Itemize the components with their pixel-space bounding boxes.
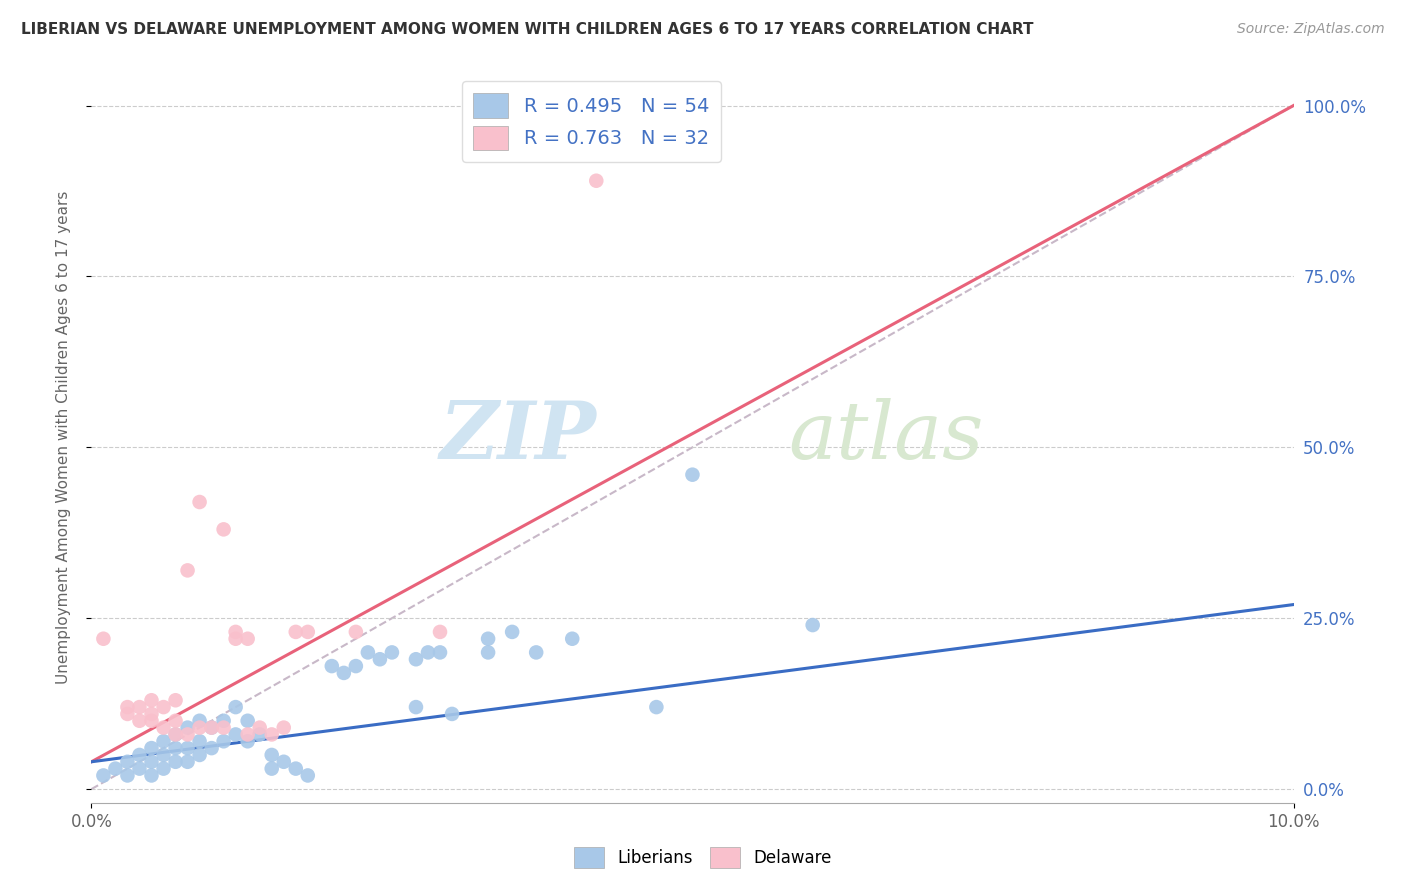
Point xyxy=(128,747,150,762)
Point xyxy=(128,762,150,776)
Point xyxy=(176,563,198,577)
Point xyxy=(141,755,163,769)
Point xyxy=(273,755,295,769)
Point xyxy=(188,734,211,748)
Point xyxy=(344,624,367,639)
Point xyxy=(297,768,319,782)
Point xyxy=(188,747,211,762)
Point xyxy=(212,734,235,748)
Point xyxy=(429,624,451,639)
Point xyxy=(225,727,247,741)
Point xyxy=(212,522,235,536)
Point xyxy=(176,727,198,741)
Point xyxy=(524,645,547,659)
Point xyxy=(225,700,247,714)
Point xyxy=(585,174,607,188)
Point xyxy=(141,714,163,728)
Point xyxy=(440,706,463,721)
Point xyxy=(212,721,235,735)
Point xyxy=(344,659,367,673)
Point xyxy=(117,768,139,782)
Point xyxy=(477,645,499,659)
Point xyxy=(236,727,259,741)
Point xyxy=(152,721,174,735)
Point xyxy=(249,727,271,741)
Point xyxy=(225,624,247,639)
Point xyxy=(236,714,259,728)
Point xyxy=(357,645,380,659)
Point xyxy=(117,700,139,714)
Point xyxy=(561,632,583,646)
Text: LIBERIAN VS DELAWARE UNEMPLOYMENT AMONG WOMEN WITH CHILDREN AGES 6 TO 17 YEARS C: LIBERIAN VS DELAWARE UNEMPLOYMENT AMONG … xyxy=(21,22,1033,37)
Point xyxy=(405,700,427,714)
Point xyxy=(165,755,187,769)
Point xyxy=(152,700,174,714)
Point xyxy=(429,645,451,659)
Point xyxy=(284,624,307,639)
Point xyxy=(128,714,150,728)
Point xyxy=(176,755,198,769)
Point xyxy=(681,467,703,482)
Point xyxy=(260,727,283,741)
Point xyxy=(117,755,139,769)
Text: Source: ZipAtlas.com: Source: ZipAtlas.com xyxy=(1237,22,1385,37)
Point xyxy=(201,721,224,735)
Y-axis label: Unemployment Among Women with Children Ages 6 to 17 years: Unemployment Among Women with Children A… xyxy=(56,190,70,684)
Point xyxy=(381,645,404,659)
Point xyxy=(260,747,283,762)
Point xyxy=(201,741,224,756)
Point xyxy=(117,706,139,721)
Point xyxy=(152,734,174,748)
Point xyxy=(236,734,259,748)
Point xyxy=(225,632,247,646)
Point xyxy=(128,700,150,714)
Point xyxy=(333,665,356,680)
Point xyxy=(249,721,271,735)
Point xyxy=(188,495,211,509)
Point xyxy=(165,727,187,741)
Point xyxy=(141,693,163,707)
Point xyxy=(165,693,187,707)
Point xyxy=(201,721,224,735)
Point xyxy=(321,659,343,673)
Point xyxy=(416,645,439,659)
Point xyxy=(104,762,127,776)
Point xyxy=(645,700,668,714)
Point xyxy=(236,632,259,646)
Point xyxy=(165,714,187,728)
Point xyxy=(284,762,307,776)
Point xyxy=(368,652,391,666)
Point xyxy=(176,741,198,756)
Legend: R = 0.495   N = 54, R = 0.763   N = 32: R = 0.495 N = 54, R = 0.763 N = 32 xyxy=(461,81,721,162)
Point xyxy=(405,652,427,666)
Text: atlas: atlas xyxy=(789,399,984,475)
Point xyxy=(165,727,187,741)
Point xyxy=(93,632,115,646)
Point xyxy=(260,762,283,776)
Point xyxy=(165,741,187,756)
Point xyxy=(141,706,163,721)
Point xyxy=(273,721,295,735)
Point xyxy=(93,768,115,782)
Point xyxy=(212,714,235,728)
Point xyxy=(141,768,163,782)
Point xyxy=(141,741,163,756)
Point xyxy=(297,624,319,639)
Point xyxy=(188,714,211,728)
Point xyxy=(501,624,523,639)
Point xyxy=(152,762,174,776)
Point xyxy=(477,632,499,646)
Point xyxy=(801,618,824,632)
Point xyxy=(176,721,198,735)
Point xyxy=(188,721,211,735)
Legend: Liberians, Delaware: Liberians, Delaware xyxy=(568,840,838,875)
Point xyxy=(152,747,174,762)
Text: ZIP: ZIP xyxy=(440,399,596,475)
